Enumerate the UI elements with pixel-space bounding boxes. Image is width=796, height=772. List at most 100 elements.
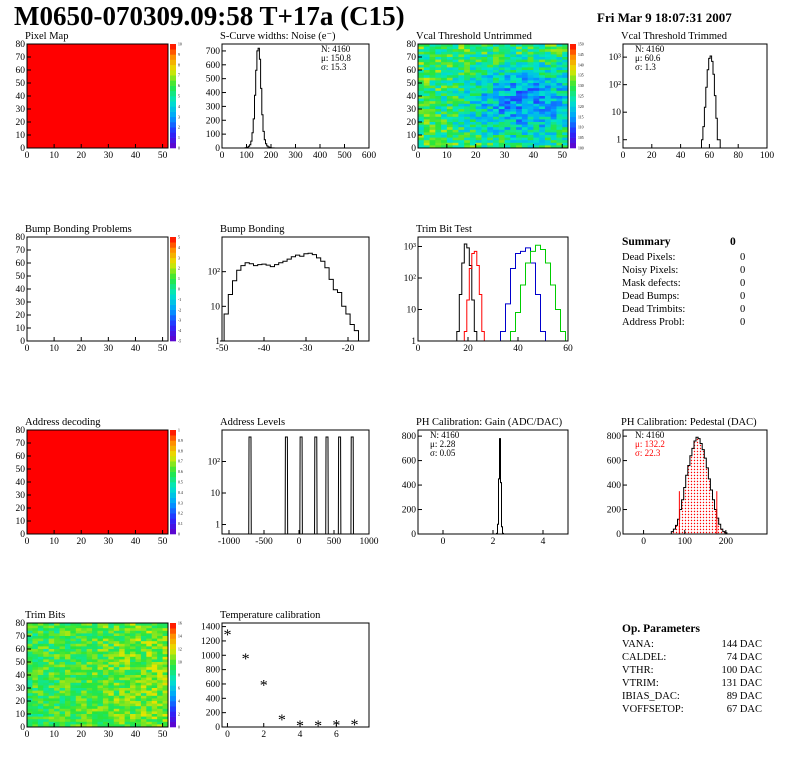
heatmap-cell — [59, 636, 66, 639]
heatmap-cell — [27, 680, 33, 684]
heatmap-cell — [146, 662, 153, 665]
heatmap-cell — [119, 698, 126, 702]
heatmap-cell — [113, 716, 120, 720]
heatmap-cell — [418, 142, 425, 146]
x-tick-label: 500 — [327, 537, 342, 547]
heatmap-cell — [27, 677, 33, 681]
heatmap-cell — [146, 654, 153, 658]
heatmap-cell — [539, 119, 546, 123]
heatmap-cell — [429, 93, 436, 97]
heatmap-cell — [113, 724, 120, 728]
heatmap-cell — [140, 682, 147, 686]
heatmap-cell — [135, 703, 142, 707]
heatmap-cell — [446, 59, 454, 63]
heatmap-cell — [54, 675, 60, 678]
heatmap-cell — [481, 140, 488, 144]
heatmap-cell — [464, 51, 471, 55]
heatmap-cell — [113, 667, 120, 671]
heatmap-cell — [487, 72, 494, 76]
heatmap-cell — [54, 667, 60, 671]
heatmap-cell — [418, 49, 425, 53]
palette-tick-label: 6 — [178, 84, 180, 88]
y-tick-label: 200 — [402, 506, 417, 516]
heatmap-cell — [516, 137, 523, 141]
heatmap-cell — [441, 137, 448, 141]
heatmap-cell — [435, 83, 442, 86]
heatmap-cell — [32, 716, 39, 720]
heatmap-cell — [119, 628, 126, 632]
heatmap-cell — [527, 75, 534, 79]
heatmap-cell — [510, 119, 517, 123]
y-tick-label: 30 — [16, 491, 26, 501]
heatmap-cell — [562, 140, 569, 144]
heatmap-cell — [475, 51, 482, 55]
heatmap-cell — [475, 77, 482, 81]
heatmap-cell — [481, 101, 488, 105]
heatmap-cell — [458, 142, 465, 146]
heatmap-cell — [464, 90, 471, 94]
x-tick-label: 50 — [158, 730, 168, 740]
heatmap-cell — [423, 116, 430, 120]
heatmap-cell — [48, 662, 55, 665]
heatmap-cell — [527, 57, 534, 60]
heatmap-cell — [162, 675, 169, 678]
heatmap-cell — [54, 643, 60, 647]
x-tick-label: 0 — [416, 344, 421, 354]
y-tick-label: 40 — [16, 478, 26, 488]
heatmap-cell — [43, 643, 50, 647]
heatmap-cell — [475, 114, 482, 118]
x-tick-label: 400 — [313, 151, 328, 161]
heatmap-cell — [481, 75, 488, 79]
palette-step — [170, 263, 176, 269]
heatmap-cell — [452, 93, 459, 97]
heatmap-cell — [441, 77, 448, 81]
heatmap-cell — [130, 685, 136, 689]
heatmap-cell — [59, 677, 66, 681]
heatmap-cell — [86, 724, 93, 728]
heatmap-cell — [119, 643, 126, 647]
heatmap-cell — [469, 72, 477, 76]
heatmap-cell — [452, 57, 459, 60]
heatmap-cell — [458, 137, 465, 141]
heatmap-cell — [81, 706, 88, 710]
heatmap-cell — [533, 70, 540, 73]
palette-tick-label: -1 — [178, 298, 181, 302]
heatmap-cell — [452, 106, 459, 110]
heatmap-cell — [464, 132, 471, 136]
heatmap-cell — [48, 711, 55, 715]
heatmap-cell — [452, 129, 459, 133]
heatmap-cell — [92, 680, 98, 684]
heatmap-cell — [481, 124, 488, 128]
x-tick-label: 20 — [463, 344, 473, 354]
heatmap-cell — [516, 101, 523, 105]
heatmap-cell — [54, 688, 60, 691]
heatmap-cell — [487, 129, 494, 133]
heatmap-cell — [108, 641, 115, 645]
heatmap-cell — [458, 127, 465, 131]
heatmap-cell — [521, 57, 529, 60]
heatmap-cell — [140, 716, 147, 720]
heatmap-cell — [113, 651, 120, 655]
heatmap-cell — [487, 46, 494, 50]
heatmap-cell — [481, 57, 488, 60]
heatmap-cell — [124, 677, 131, 681]
heatmap-cell — [97, 636, 104, 639]
heatmap-cell — [516, 142, 523, 146]
heatmap-cell — [504, 70, 511, 73]
y-tick-label: 10² — [208, 268, 221, 278]
heatmap-cell — [70, 633, 77, 637]
heatmap-cell — [92, 672, 98, 676]
palette-step — [170, 701, 176, 707]
heatmap-cell — [130, 641, 136, 645]
heatmap-cell — [423, 54, 430, 58]
heatmap-cell — [469, 59, 477, 63]
heatmap-cell — [504, 80, 511, 84]
heatmap-cell — [124, 682, 131, 686]
heatmap-cell — [539, 70, 546, 73]
heatmap-cell — [135, 690, 142, 694]
heatmap-cell — [157, 651, 163, 655]
y-tick-label: 30 — [407, 105, 417, 115]
heatmap-cell — [452, 49, 459, 53]
palette-step — [170, 711, 176, 717]
